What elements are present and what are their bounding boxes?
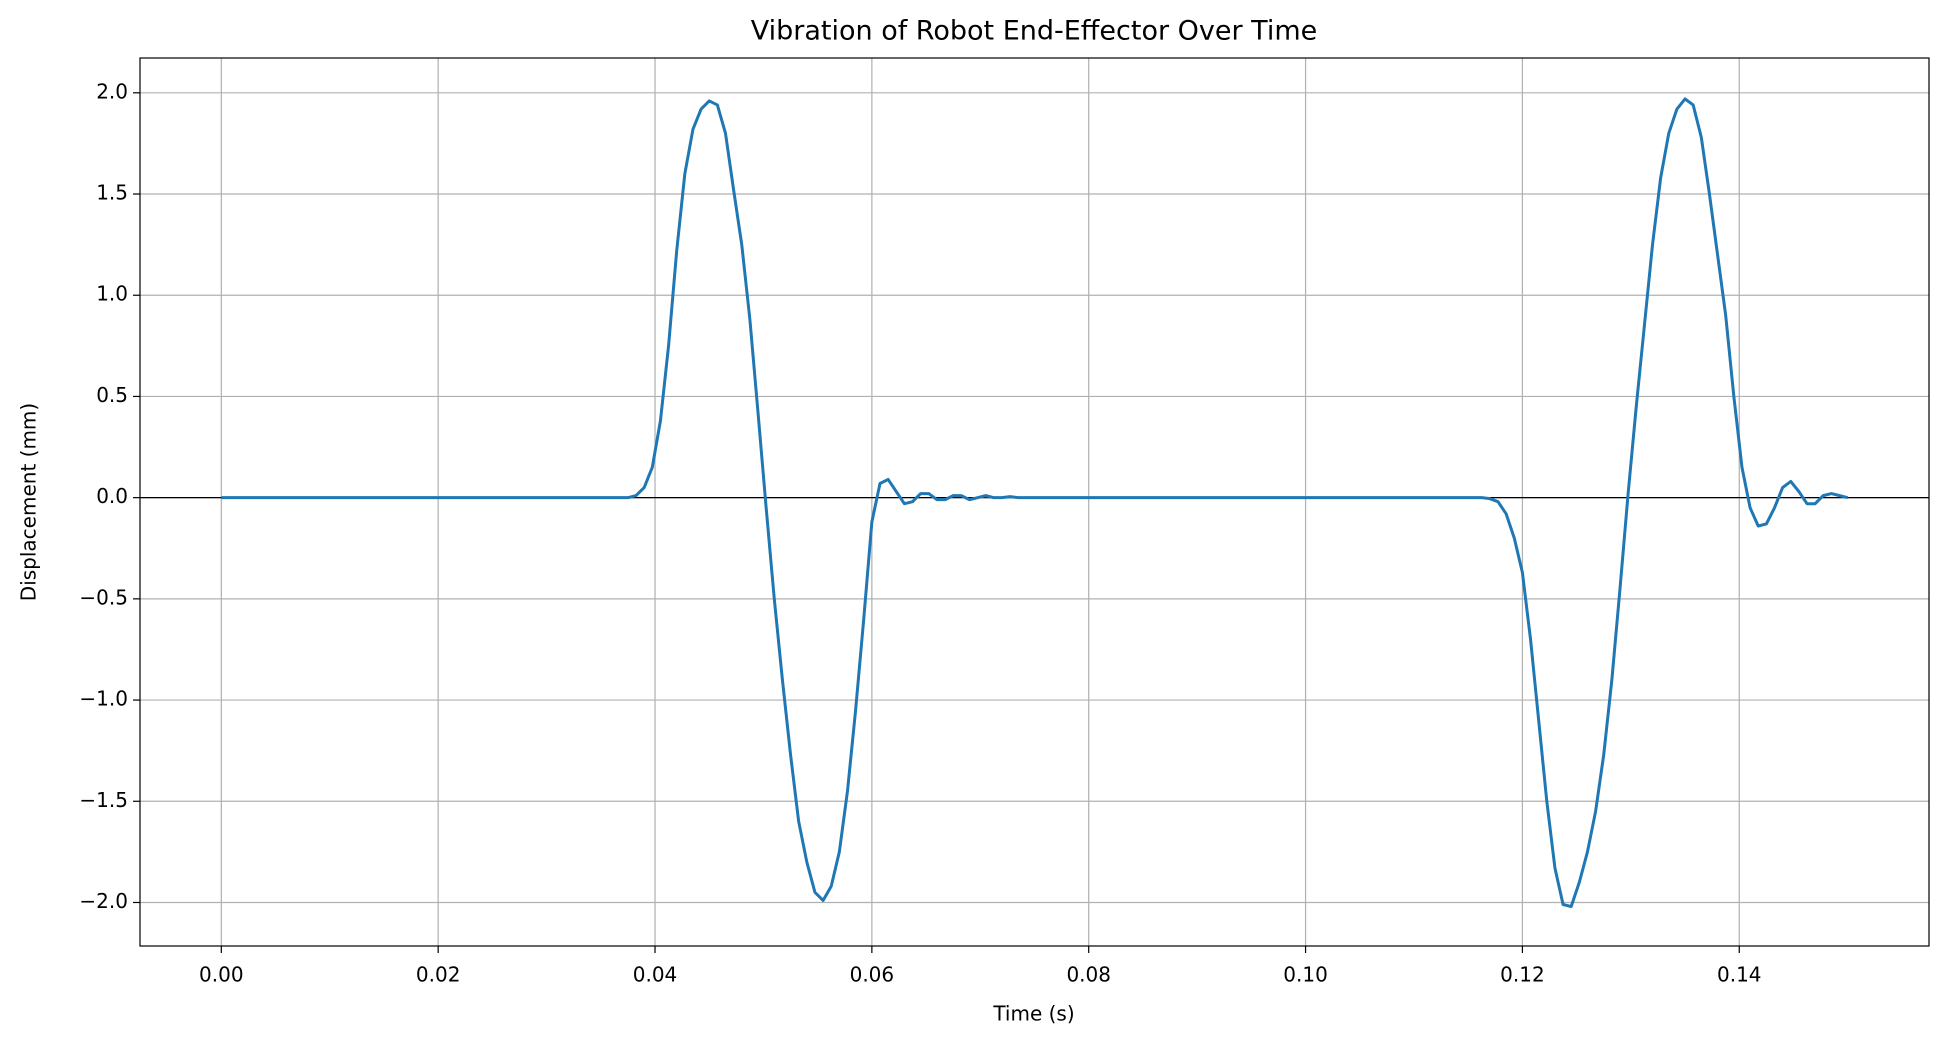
x-tick-label: 0.14 [1717,963,1762,987]
x-axis-label: Time (s) [992,1002,1074,1026]
x-tick-label: 0.12 [1500,963,1545,987]
data-line [221,97,1849,909]
x-tick-label: 0.10 [1283,963,1328,987]
y-tick-label: 0.5 [96,383,128,407]
y-tick-label: −1.5 [79,788,128,812]
plot-frame [139,57,1930,947]
x-tick-label: 0.06 [850,963,895,987]
x-tick-label: 0.00 [199,963,244,987]
x-tick-label: 0.08 [1066,963,1111,987]
y-tick-label: 1.5 [96,181,128,205]
y-tick-label: 2.0 [96,79,128,103]
x-tick-label: 0.04 [633,963,678,987]
y-tick-label: −0.5 [79,585,128,609]
y-tick-label: −1.0 [79,687,128,711]
x-tick-label: 0.02 [416,963,461,987]
y-tick-label: 1.0 [96,282,128,306]
y-tick-label: −2.0 [79,889,128,913]
y-axis-label: Displacement (mm) [17,403,41,601]
y-tick-label: 0.0 [96,484,128,508]
chart-title: Vibration of Robot End-Effector Over Tim… [751,16,1318,47]
